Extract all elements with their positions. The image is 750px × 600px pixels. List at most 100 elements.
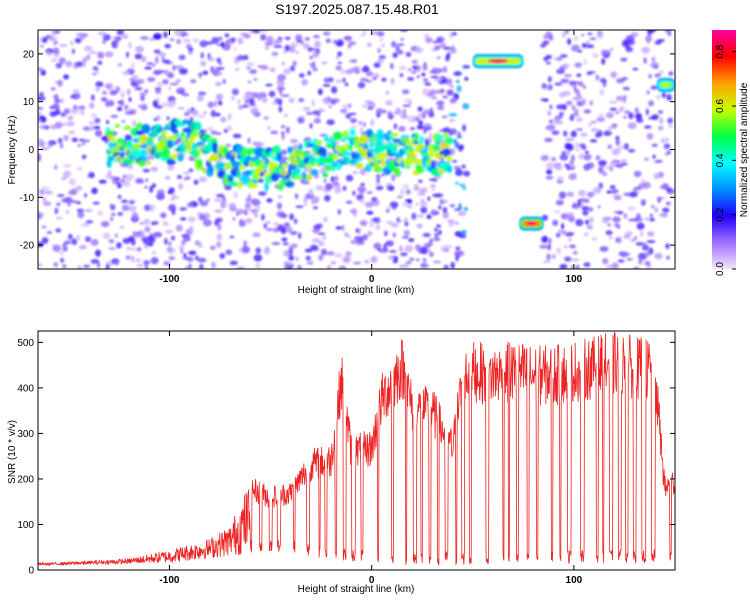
noise-speckle <box>585 219 590 225</box>
snr-marks <box>38 331 675 567</box>
trace-speckle <box>126 141 132 147</box>
noise-speckle <box>307 188 314 196</box>
noise-speckle <box>370 256 378 264</box>
noise-speckle <box>38 262 43 267</box>
noise-speckle <box>162 79 169 85</box>
noise-speckle <box>38 241 44 248</box>
trace-speckle <box>436 135 445 141</box>
noise-speckle <box>436 100 445 106</box>
trace-speckle <box>141 134 148 144</box>
trace-speckle <box>105 130 115 136</box>
noise-speckle <box>436 56 441 60</box>
noise-speckle <box>92 66 99 71</box>
noise-speckle <box>151 183 156 189</box>
noise-speckle <box>149 204 156 212</box>
noise-speckle <box>60 123 69 126</box>
noise-speckle <box>430 75 439 79</box>
trace-speckle <box>106 158 113 168</box>
noise-speckle <box>458 202 462 210</box>
noise-speckle <box>243 54 249 61</box>
trace-speckle <box>257 178 264 183</box>
noise-speckle <box>164 43 172 49</box>
noise-speckle <box>153 32 162 40</box>
noise-speckle <box>142 168 151 173</box>
noise-speckle <box>651 204 655 209</box>
noise-speckle <box>41 186 50 190</box>
noise-speckle <box>240 32 250 37</box>
noise-speckle <box>53 262 58 268</box>
noise-speckle <box>94 249 101 257</box>
noise-speckle <box>575 116 583 122</box>
noise-speckle <box>249 198 259 202</box>
noise-speckle <box>642 244 650 251</box>
noise-speckle <box>615 78 625 84</box>
noise-speckle <box>387 255 395 260</box>
noise-speckle <box>82 126 91 131</box>
noise-speckle <box>342 185 347 191</box>
noise-speckle <box>602 83 607 88</box>
noise-speckle <box>266 198 273 203</box>
noise-speckle <box>442 211 449 219</box>
noise-speckle <box>284 44 291 52</box>
noise-speckle <box>628 112 634 120</box>
noise-speckle <box>638 188 642 192</box>
trace-speckle <box>105 127 111 132</box>
noise-speckle <box>372 76 377 81</box>
noise-speckle <box>654 160 663 163</box>
noise-speckle <box>426 136 433 142</box>
noise-speckle <box>664 137 670 143</box>
noise-speckle <box>114 261 120 266</box>
noise-speckle <box>50 87 56 91</box>
noise-speckle <box>312 50 319 58</box>
noise-speckle <box>281 213 288 219</box>
noise-speckle <box>555 199 564 206</box>
noise-speckle <box>277 73 286 82</box>
trace-speckle <box>246 148 252 157</box>
noise-speckle <box>114 233 119 238</box>
noise-speckle <box>558 112 565 116</box>
noise-speckle <box>290 243 298 249</box>
noise-speckle <box>294 218 298 225</box>
noise-speckle <box>160 212 167 219</box>
noise-speckle <box>205 41 214 45</box>
noise-speckle <box>379 37 384 42</box>
noise-speckle <box>391 41 397 48</box>
noise-speckle <box>637 183 646 189</box>
noise-speckle <box>657 196 665 200</box>
noise-speckle <box>41 237 49 244</box>
noise-speckle <box>59 250 64 256</box>
noise-speckle <box>309 123 313 129</box>
noise-speckle <box>38 153 42 161</box>
noise-speckle <box>437 105 445 111</box>
noise-speckle <box>428 132 433 139</box>
noise-speckle <box>601 216 610 224</box>
snr-ticks: -100 0 100 0 100 200 300 400 500 <box>17 331 675 586</box>
noise-speckle <box>146 62 154 65</box>
noise-speckle <box>655 94 662 100</box>
noise-speckle <box>625 231 633 236</box>
noise-speckle <box>552 117 561 126</box>
noise-speckle <box>340 68 344 75</box>
noise-speckle <box>65 210 70 214</box>
noise-speckle <box>110 114 119 118</box>
noise-speckle <box>448 118 456 122</box>
noise-speckle <box>349 125 358 129</box>
noise-speckle <box>557 56 562 61</box>
noise-speckle <box>79 108 85 116</box>
noise-speckle <box>279 88 283 96</box>
noise-speckle <box>144 185 148 189</box>
trace-speckle <box>137 159 146 167</box>
noise-speckle <box>419 201 428 208</box>
noise-speckle <box>542 260 551 264</box>
noise-speckle <box>360 183 366 186</box>
noise-speckle <box>552 254 556 259</box>
trace-speckle <box>343 151 353 156</box>
noise-speckle <box>389 250 397 253</box>
noise-speckle <box>191 109 199 117</box>
noise-speckle <box>616 236 622 244</box>
noise-speckle <box>326 251 335 256</box>
noise-speckle <box>383 109 387 114</box>
noise-speckle <box>665 201 672 206</box>
noise-speckle <box>623 94 627 101</box>
noise-speckle <box>400 114 409 119</box>
